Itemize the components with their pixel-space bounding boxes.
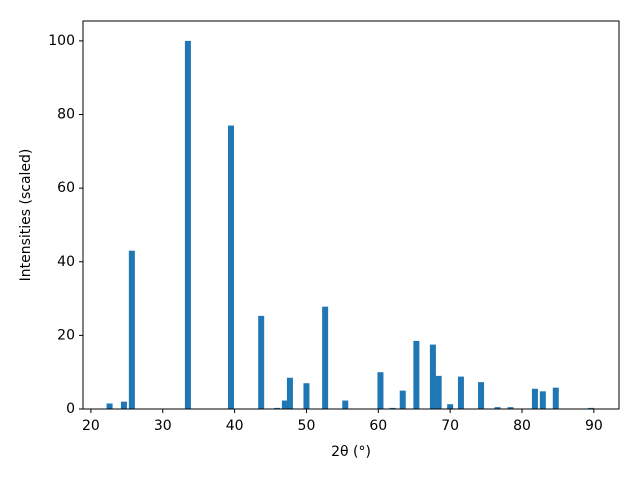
x-tick-label: 60: [369, 418, 387, 434]
bar: [258, 315, 265, 409]
bar: [184, 40, 191, 409]
x-tick-label: 80: [513, 418, 531, 434]
bar: [413, 340, 420, 409]
bar: [389, 407, 396, 409]
bar: [587, 407, 594, 409]
bar: [539, 391, 546, 409]
y-tick-label: 20: [57, 327, 75, 343]
bar: [531, 388, 538, 409]
y-tick-label: 80: [57, 107, 75, 123]
bar: [478, 382, 485, 409]
bar: [507, 407, 514, 409]
bar: [273, 407, 280, 409]
y-tick-label: 100: [48, 33, 75, 49]
bar: [120, 401, 127, 409]
bar: [447, 404, 454, 409]
x-tick-label: 70: [441, 418, 459, 434]
bar: [106, 403, 113, 409]
x-tick-label: 50: [298, 418, 316, 434]
y-tick-label: 40: [57, 254, 75, 270]
bar: [303, 383, 310, 409]
bar: [128, 250, 135, 409]
y-axis-label: Intensities (scaled): [18, 149, 34, 282]
bar: [377, 372, 384, 409]
y-tick-label: 60: [57, 180, 75, 196]
x-tick-label: 90: [585, 418, 603, 434]
bar: [342, 400, 349, 409]
bar: [435, 375, 442, 409]
plot-area: [106, 40, 594, 410]
bar: [281, 400, 288, 409]
x-axis-label: 2θ (°): [331, 444, 371, 460]
bar: [457, 376, 464, 409]
x-tick-label: 30: [154, 418, 172, 434]
bar: [286, 377, 293, 409]
bar: [399, 390, 406, 409]
bar: [429, 344, 436, 409]
bar: [494, 407, 501, 409]
axes-frame: [82, 20, 620, 410]
y-tick-label: 0: [66, 401, 75, 417]
x-tick-label: 20: [82, 418, 100, 434]
bar: [228, 125, 235, 410]
bar: [322, 306, 329, 409]
bar: [552, 387, 559, 409]
x-tick-label: 40: [226, 418, 244, 434]
